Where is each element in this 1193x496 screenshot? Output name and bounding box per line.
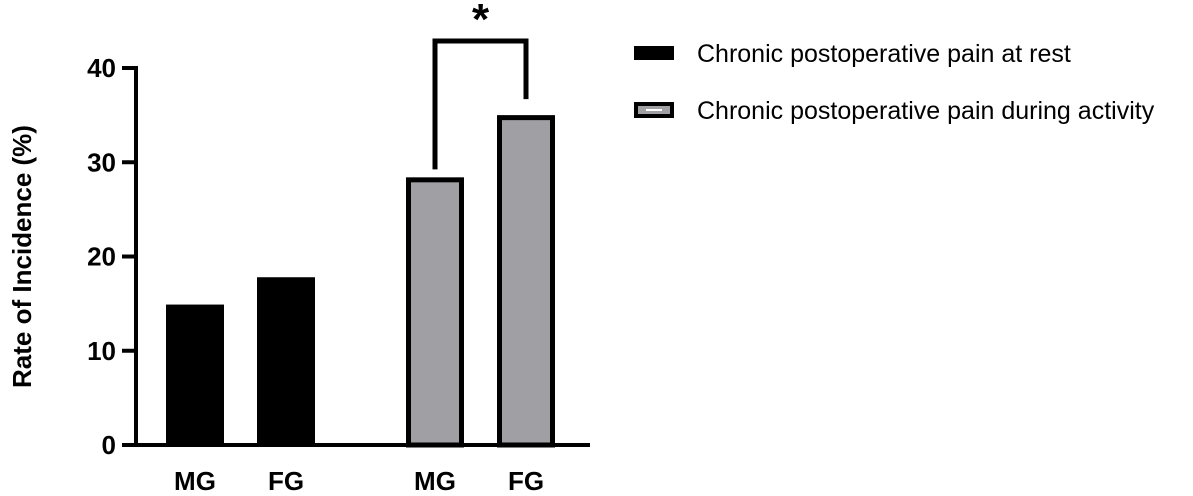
significance-star: *: [472, 0, 490, 44]
bar-activity-fg: [497, 115, 555, 448]
legend-label-activity: Chronic postoperative pain during activi…: [697, 97, 1155, 125]
y-tick-label-30: 30: [87, 147, 116, 177]
bar-activity-mg: [406, 177, 464, 448]
y-tick-label-40: 40: [87, 53, 116, 83]
x-tick-label-activity-mg: MG: [414, 466, 456, 496]
legend-swatch-rest: [634, 46, 674, 60]
y-tick-label-0: 0: [102, 430, 116, 460]
significance-bracket: [432, 38, 529, 170]
axes-layer: MG FG MG FG 0 10 20 30 40 Rate of Incidence (%): [7, 53, 590, 496]
y-axis-title: Rate of Incidence (%): [7, 125, 37, 388]
annotation-layer: *: [432, 0, 529, 170]
y-tick-label-10: 10: [87, 336, 116, 366]
x-tick-label-rest-fg: FG: [268, 466, 304, 496]
y-tick-label-20: 20: [87, 242, 116, 272]
x-tick-label-activity-fg: FG: [508, 466, 544, 496]
bar-rest-mg: [166, 304, 224, 445]
bars-layer: [166, 115, 555, 448]
bar-rest-fg: [257, 277, 315, 445]
x-tick-label-rest-mg: MG: [174, 466, 216, 496]
legend: Chronic postoperative pain at rest Chroni…: [634, 40, 1155, 125]
legend-label-rest: Chronic postoperative pain at rest: [697, 40, 1071, 68]
